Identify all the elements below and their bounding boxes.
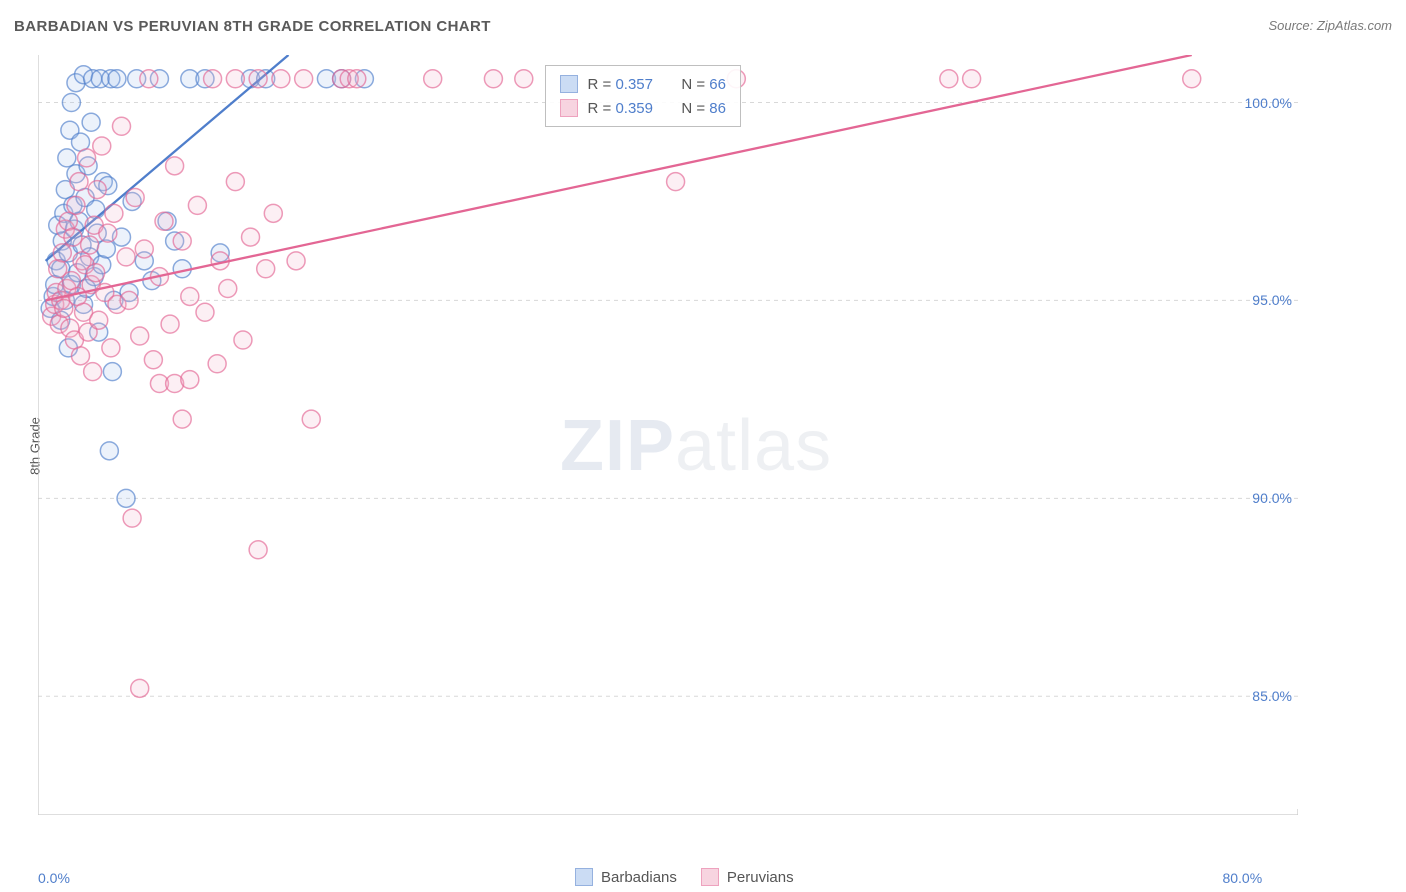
stat-R-label: R = 0.359	[588, 100, 653, 117]
y-tick-label: 85.0%	[1252, 688, 1292, 704]
legend-item: Barbadians	[575, 868, 677, 886]
chart-title: BARBADIAN VS PERUVIAN 8TH GRADE CORRELAT…	[14, 18, 491, 35]
y-tick-label: 95.0%	[1252, 292, 1292, 308]
stats-row: R = 0.357 N = 66	[546, 72, 740, 96]
legend-swatch	[560, 75, 578, 93]
x-axis-min-label: 0.0%	[38, 870, 70, 886]
stat-N-label: N = 66	[681, 76, 726, 93]
legend-label: Peruvians	[727, 869, 794, 886]
legend-label: Barbadians	[601, 869, 677, 886]
stats-box: R = 0.357 N = 66R = 0.359 N = 86	[545, 65, 741, 127]
series-legend: Barbadians Peruvians	[575, 868, 794, 886]
stat-R-label: R = 0.357	[588, 76, 653, 93]
stats-row: R = 0.359 N = 86	[546, 96, 740, 120]
legend-item: Peruvians	[701, 868, 794, 886]
plot-area: ZIPatlas R = 0.357 N = 66R = 0.359 N = 8…	[38, 55, 1298, 815]
y-tick-label: 90.0%	[1252, 490, 1292, 506]
source-label: Source: ZipAtlas.com	[1268, 18, 1392, 33]
legend-swatch	[560, 99, 578, 117]
y-tick-label: 100.0%	[1245, 95, 1292, 111]
chart-svg	[38, 55, 1298, 815]
legend-swatch	[701, 868, 719, 886]
stat-N-label: N = 86	[681, 100, 726, 117]
x-axis-max-label: 80.0%	[1222, 870, 1262, 886]
legend-swatch	[575, 868, 593, 886]
